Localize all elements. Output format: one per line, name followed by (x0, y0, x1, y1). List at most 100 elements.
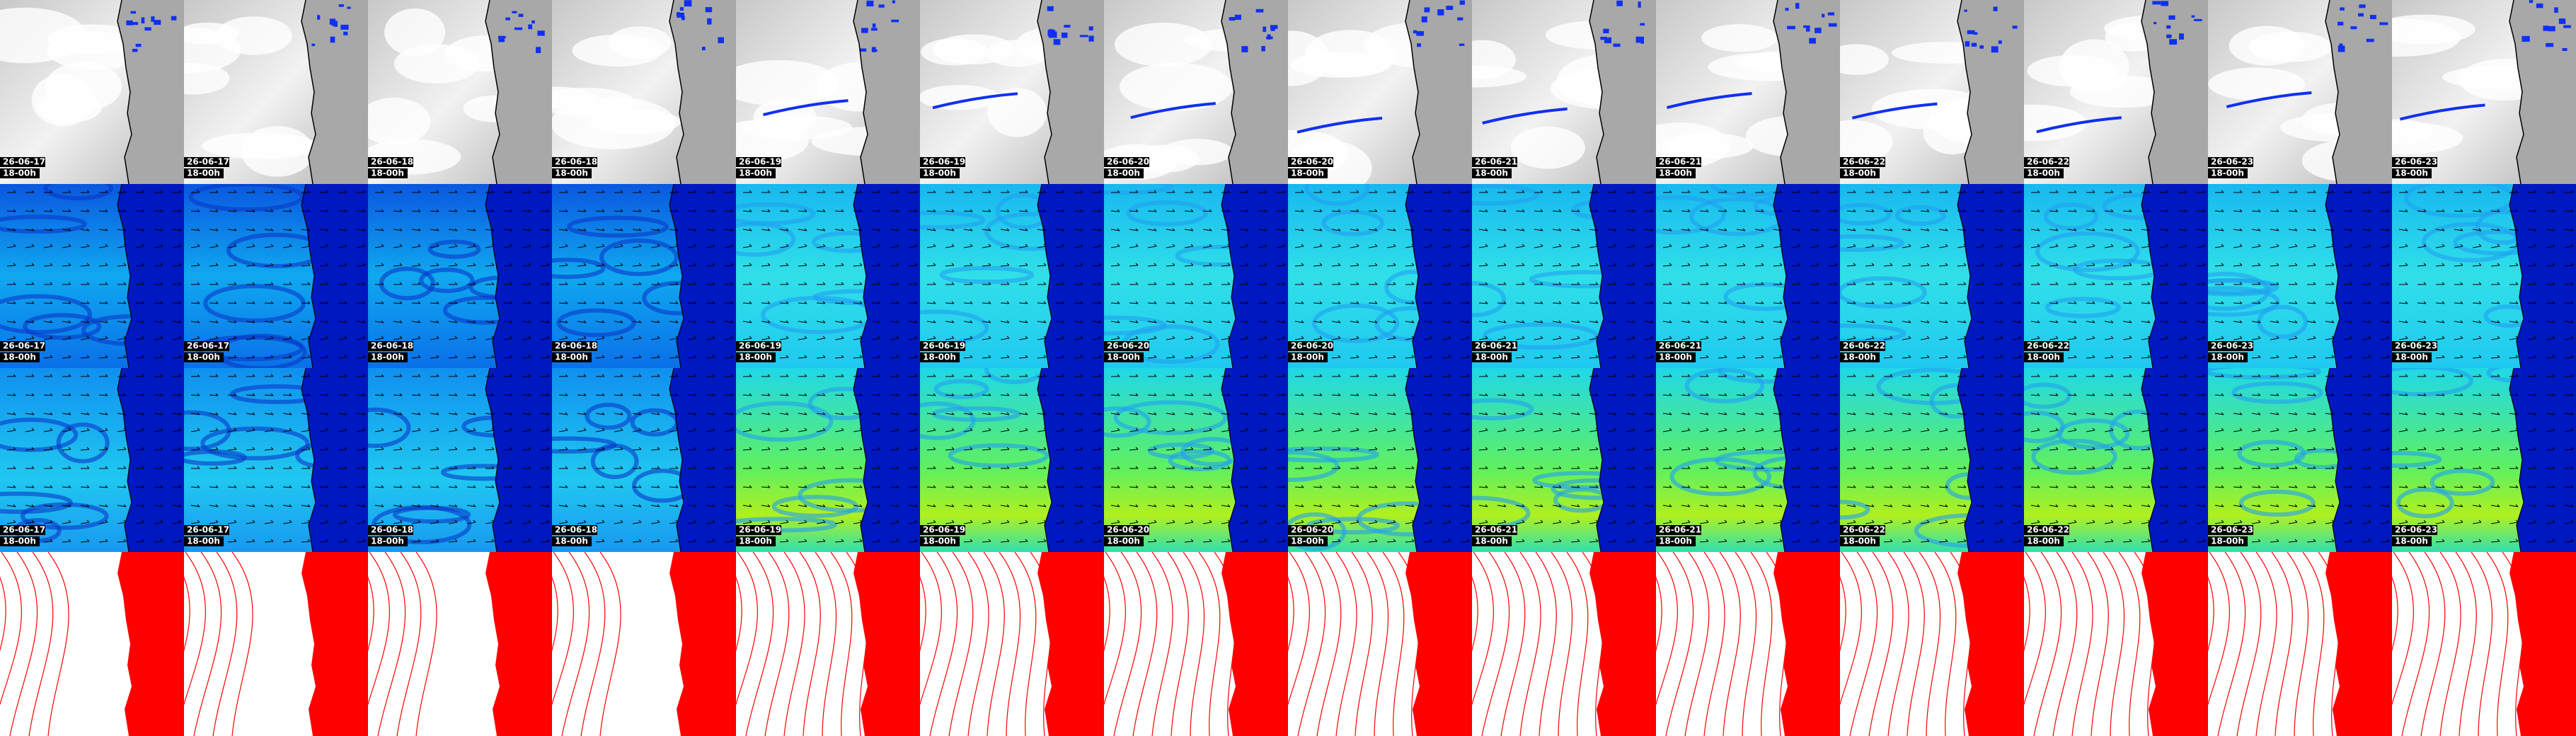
wind-barb (1478, 243, 1488, 248)
wind-barb (650, 301, 660, 304)
wind-barb (430, 447, 439, 451)
wind-barb (2472, 263, 2482, 267)
cloud (2392, 18, 2461, 57)
wind-barb (1516, 282, 1525, 285)
wind-barb (2362, 519, 2371, 524)
wind-barb (2564, 335, 2574, 340)
wind-barb (1957, 412, 1967, 415)
wind-barb (1681, 504, 1691, 507)
wind-barb (1902, 282, 1911, 285)
wind-barb (173, 374, 182, 377)
wind-barb (356, 263, 366, 267)
wind-barb (2030, 243, 2040, 248)
precip (1973, 32, 1978, 35)
wind-barb (1773, 519, 1783, 524)
wind-barb (356, 393, 366, 396)
field-swirl (2392, 451, 2442, 468)
wind-barb (2049, 301, 2059, 304)
wind-barb (2564, 393, 2574, 396)
wind-barb (1645, 466, 1654, 469)
wind-barb (1460, 209, 1470, 212)
wind-barb (890, 427, 899, 432)
wind-barb (1662, 301, 1672, 304)
wind-barb (1423, 243, 1433, 248)
wind-barb (1810, 374, 1819, 377)
label-box (1104, 341, 1149, 351)
wind-barb (411, 355, 421, 359)
time-label: 18-00h (2211, 536, 2244, 546)
wind-barb (2030, 447, 2040, 451)
wind-barb (2546, 447, 2555, 451)
wind-barb (2013, 466, 2022, 469)
wind-barb (98, 393, 108, 396)
wind-barb (1294, 335, 1304, 340)
wind-barb (448, 243, 458, 248)
wind-barb (227, 519, 237, 524)
wind-barb (577, 209, 587, 212)
wind-barb (1294, 320, 1304, 323)
wind-barb (1607, 335, 1617, 340)
wind-barb (338, 427, 347, 432)
wind-barb (834, 485, 844, 488)
wind-barb (2417, 412, 2427, 415)
wind-barb (1589, 243, 1599, 248)
wind-barb (1718, 320, 1727, 323)
label-box (1840, 168, 1880, 178)
wind-barb (1994, 412, 2003, 415)
wind-barb (154, 485, 163, 488)
wind-barb (558, 301, 568, 304)
label-box (1104, 536, 1144, 546)
wind-barb (411, 335, 421, 340)
wind-barb (724, 335, 734, 340)
cloud (2248, 31, 2332, 62)
wind-barb (209, 485, 219, 488)
wind-barb (908, 412, 918, 415)
wind-barb (2086, 519, 2095, 524)
wind-barb (595, 393, 605, 396)
label-box (0, 525, 45, 535)
cloud (1472, 65, 1527, 88)
wind-barb (1037, 190, 1047, 193)
wind-barb (2435, 519, 2445, 524)
wind-barb (1773, 282, 1783, 285)
wind-barb (779, 447, 789, 451)
wind-barb (1460, 355, 1470, 359)
panel-content (1288, 184, 1472, 368)
wind-barb (2546, 412, 2555, 415)
wind-barb (1294, 485, 1304, 488)
wind-barb (411, 539, 421, 543)
coastline (301, 368, 316, 552)
wind-barb (669, 209, 679, 212)
wind-barb (80, 243, 90, 248)
wind-barb (430, 263, 439, 267)
isobar (1316, 552, 1342, 736)
wind-barb (1240, 190, 1249, 193)
wind-barb (890, 190, 899, 193)
wind-barb (1957, 243, 1967, 248)
wind-barb (1957, 519, 1967, 524)
wind-barb (2527, 412, 2537, 415)
wind-barb (963, 504, 973, 507)
wind-barb (1626, 243, 1635, 248)
wind-barb (1773, 466, 1783, 469)
wind-barb (154, 243, 163, 248)
precip (1266, 36, 1273, 40)
wind-barb (448, 209, 458, 212)
wind-barb (467, 466, 476, 469)
field-swirl (2043, 202, 2099, 231)
isobar (1367, 552, 1389, 736)
precip (2338, 21, 2344, 26)
precip (1416, 30, 1424, 36)
wind-barb (1166, 374, 1175, 377)
wind-barb (1884, 374, 1893, 377)
wind-barb (1644, 320, 1654, 323)
wind-barb (2215, 282, 2224, 285)
field-swirl (0, 294, 92, 335)
wind-barb (2288, 519, 2298, 524)
isobar (799, 552, 821, 736)
wind-barb (595, 504, 605, 507)
wind-barb (2490, 320, 2500, 323)
time-label: 18-00h (3, 352, 36, 362)
